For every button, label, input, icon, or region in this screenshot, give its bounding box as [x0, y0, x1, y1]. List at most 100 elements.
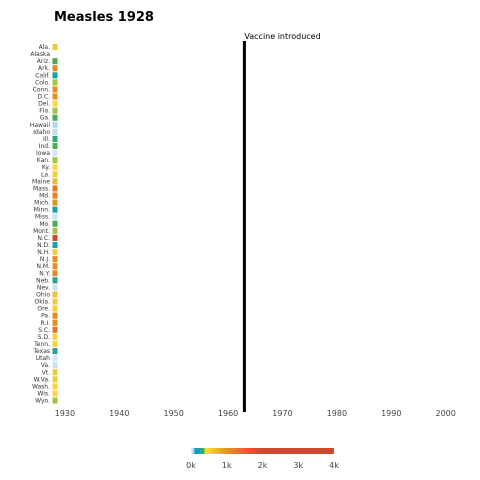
- heatmap-cell: [52, 284, 58, 291]
- heatmap-cell: [52, 369, 58, 376]
- colorbar-tick-label: 1k: [222, 461, 232, 470]
- heatmap-cell: [52, 150, 58, 157]
- state-label: S.D.: [38, 334, 50, 341]
- heatmap-cell: [52, 390, 58, 397]
- heatmap-cell: [52, 234, 58, 241]
- heatmap-cell: [52, 185, 58, 192]
- heatmap-cell: [52, 340, 58, 348]
- state-label: Pa.: [41, 313, 50, 320]
- state-label: Calif.: [35, 72, 50, 79]
- heatmap-cell: [52, 333, 58, 340]
- state-label: Del.: [38, 101, 50, 108]
- x-tick-label: 2000: [436, 409, 456, 418]
- state-label: Ill.: [43, 136, 50, 143]
- state-rows: Ala.AlaskaAriz.Ark.Calif.Colo.Conn.D.C.D…: [30, 44, 58, 405]
- heatmap-cell: [52, 312, 58, 319]
- heatmap-cell: [52, 270, 58, 277]
- state-label: Ark.: [38, 65, 50, 72]
- heatmap-cell: [52, 249, 58, 256]
- heatmap-cell: [52, 100, 58, 107]
- state-label: Tenn.: [33, 341, 50, 348]
- heatmap-cell: [52, 277, 58, 284]
- heatmap-cell: [52, 171, 58, 178]
- heatmap-cell: [52, 72, 58, 79]
- state-label: Mo.: [39, 221, 50, 228]
- state-label: N.M.: [37, 263, 51, 270]
- state-label: N.H.: [37, 249, 50, 256]
- heatmap-cell: [52, 263, 58, 270]
- vaccine-annotation: Vaccine introduced: [244, 32, 320, 41]
- x-tick-label: 1970: [272, 409, 292, 418]
- heatmap-cell: [52, 213, 58, 220]
- x-tick-label: 1960: [218, 409, 238, 418]
- state-label: Ohio: [36, 291, 50, 298]
- state-label: S.C.: [38, 327, 50, 334]
- heatmap-cell: [52, 86, 58, 93]
- heatmap-cell: [52, 305, 58, 312]
- heatmap-cell: [52, 65, 58, 72]
- state-label: Fla.: [39, 108, 50, 115]
- colorbar: 0k 1k 2k 3k 4k: [186, 448, 339, 470]
- heatmap-cell: [52, 326, 58, 333]
- state-label: Nev.: [37, 284, 50, 291]
- heatmap-cell: [52, 291, 58, 298]
- state-label: Maine: [32, 178, 50, 185]
- colorbar-bar: [191, 448, 334, 454]
- heatmap-cell: [52, 362, 58, 369]
- state-label: Md.: [39, 193, 50, 200]
- state-label: Miss.: [35, 214, 50, 221]
- x-tick-label: 1940: [109, 409, 129, 418]
- x-tick-label: 1980: [327, 409, 347, 418]
- state-label: Utah: [36, 355, 50, 362]
- heatmap-cell: [52, 114, 58, 121]
- heatmap-cell: [52, 298, 58, 305]
- state-label: Texas: [32, 348, 50, 355]
- state-label: Ala.: [39, 44, 50, 51]
- heatmap-cell: [52, 256, 58, 263]
- heatmap-cell: [52, 376, 58, 383]
- state-label: Idaho: [33, 129, 50, 136]
- x-tick-label: 1950: [164, 409, 184, 418]
- state-label: La.: [41, 171, 50, 178]
- state-label: Ga.: [40, 115, 50, 122]
- state-label: Alaska: [30, 51, 50, 58]
- heatmap-cell: [52, 164, 58, 171]
- colorbar-tick-label: 3k: [293, 461, 303, 470]
- state-label: Iowa: [36, 150, 50, 157]
- state-label: Kan.: [37, 157, 50, 164]
- heatmap-cell: [52, 397, 58, 404]
- heatmap-cell: [52, 348, 58, 355]
- heatmap-cell: [52, 227, 58, 234]
- heatmap-cell: [52, 135, 58, 142]
- state-label: Ky.: [42, 164, 50, 171]
- state-label: Conn.: [33, 86, 50, 93]
- heatmap-cell: [52, 178, 58, 185]
- heatmap-cell: [52, 220, 58, 227]
- heatmap-cell: [52, 121, 58, 128]
- colorbar-tick-label: 0k: [186, 461, 196, 470]
- state-label: Vt.: [42, 369, 50, 376]
- chart-title: Measles 1928: [54, 10, 154, 25]
- heatmap-cell: [52, 142, 58, 150]
- colorbar-tick-label: 2k: [258, 461, 268, 470]
- state-label: N.Y.: [39, 270, 50, 277]
- state-label: Minn.: [34, 207, 50, 214]
- heatmap-cell: [52, 319, 58, 326]
- state-label: R.I.: [40, 320, 50, 327]
- state-label: D.C.: [37, 94, 50, 101]
- state-label: Wash.: [32, 383, 50, 390]
- state-label: Ore.: [37, 306, 50, 313]
- state-label: W.Va.: [34, 376, 50, 383]
- heatmap-cell: [52, 58, 58, 65]
- state-label: N.C.: [38, 235, 51, 242]
- heatmap-cell: [52, 199, 58, 206]
- state-label: Ariz.: [37, 58, 50, 65]
- heatmap-cell: [52, 128, 58, 135]
- heatmap-cell: [52, 157, 58, 164]
- x-tick-label: 1990: [381, 409, 401, 418]
- state-label: Ind.: [39, 143, 50, 150]
- state-label: Mass.: [33, 185, 50, 192]
- state-label: Okla.: [35, 299, 51, 306]
- state-label: Colo.: [35, 79, 50, 86]
